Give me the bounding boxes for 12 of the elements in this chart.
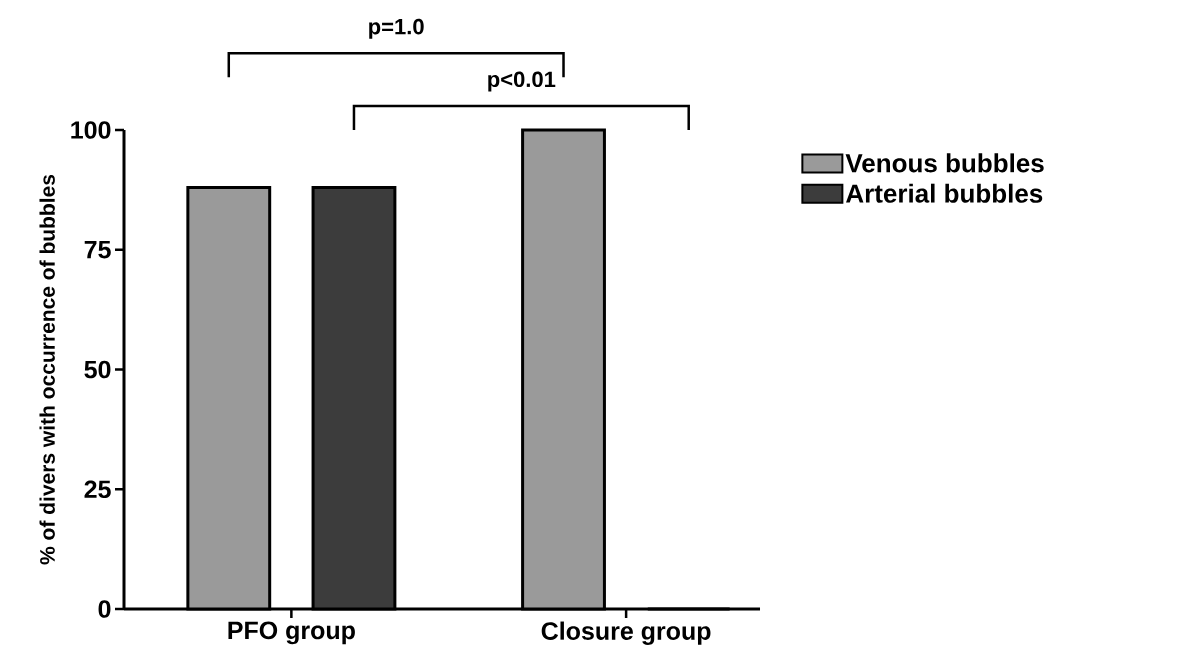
legend-label: Arterial bubbles [846, 183, 1043, 203]
y-axis-title: % of divers with occurrence of bubbles [39, 174, 55, 565]
text: p<0.01 [488, 71, 556, 92]
y-tick-label: 0 [98, 600, 111, 618]
legend-label: Venous bubbles [845, 153, 1044, 173]
x-tick-label: PFO group [228, 621, 355, 645]
text: p=1.0 [369, 18, 424, 39]
y-tick-label: 75 [84, 241, 111, 259]
y-tick-label: 50 [84, 360, 111, 379]
y-tick-label: 25 [84, 480, 111, 499]
y-tick-label: 100 [71, 121, 111, 139]
x-tick-label: Closure group [541, 621, 711, 645]
